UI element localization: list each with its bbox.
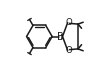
Text: O: O	[65, 18, 71, 28]
Text: B: B	[57, 32, 63, 41]
Text: O: O	[65, 45, 71, 55]
